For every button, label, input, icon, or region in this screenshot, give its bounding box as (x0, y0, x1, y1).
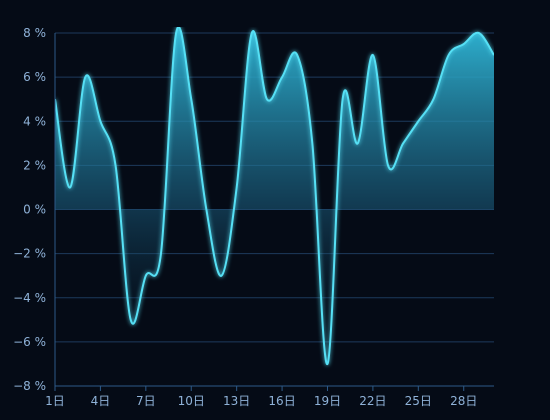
data-point (220, 274, 224, 278)
data-point (129, 318, 133, 322)
data-point (204, 208, 208, 212)
area-fill-positive (55, 28, 494, 210)
x-tick-label: 4日 (91, 394, 111, 408)
x-tick-label: 28日 (450, 394, 477, 408)
data-point (431, 97, 435, 101)
y-tick-label: 8 % (23, 26, 46, 40)
y-axis-tick-labels: −8 % −6 % −4 % −2 % 0 % 2 % 4 % 6 % 8 % (13, 26, 46, 393)
y-tick-label: 0 % (23, 203, 46, 217)
data-point (341, 97, 345, 101)
data-point (325, 362, 329, 366)
data-point (83, 75, 87, 79)
data-point (265, 97, 269, 101)
data-point (386, 163, 390, 167)
data-point (68, 185, 72, 189)
data-point (174, 31, 178, 35)
data-point (189, 97, 193, 101)
data-point (447, 53, 451, 57)
data-point (295, 53, 299, 57)
y-tick-label: −8 % (13, 379, 46, 393)
y-tick-label: −4 % (13, 291, 46, 305)
x-axis-tick-labels: 1日 4日 7日 10日 13日 16日 19日 22日 25日 28日 (45, 394, 477, 408)
y-tick-label: −2 % (13, 247, 46, 261)
x-tick-label: 10日 (178, 394, 205, 408)
data-point (416, 119, 420, 123)
y-tick-label: 2 % (23, 158, 46, 172)
data-point (280, 75, 284, 79)
x-tick-label: 16日 (268, 394, 295, 408)
axes (54, 33, 494, 391)
data-point (98, 119, 102, 123)
data-point (159, 252, 163, 256)
y-tick-label: −6 % (13, 335, 46, 349)
x-tick-label: 25日 (405, 394, 432, 408)
data-point (144, 274, 148, 278)
data-point (235, 185, 239, 189)
x-tick-label: 22日 (359, 394, 386, 408)
data-point (310, 141, 314, 145)
data-point (492, 53, 496, 57)
data-point (114, 163, 118, 167)
x-tick-label: 7日 (136, 394, 156, 408)
y-tick-label: 6 % (23, 70, 46, 84)
series-line (55, 27, 494, 365)
data-point (250, 31, 254, 35)
x-tick-label: 19日 (314, 394, 341, 408)
y-tick-label: 4 % (23, 114, 46, 128)
data-point (462, 42, 466, 46)
series-area (55, 27, 496, 366)
data-point (356, 141, 360, 145)
data-point (401, 141, 405, 145)
data-point (371, 53, 375, 57)
x-tick-label: 1日 (45, 394, 65, 408)
x-tick-label: 13日 (223, 394, 250, 408)
data-point (477, 31, 481, 35)
